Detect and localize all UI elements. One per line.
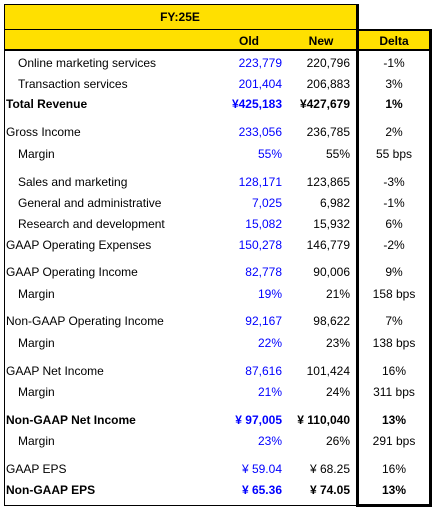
row-label: Online marketing services [18,56,157,70]
delta-box-right [429,30,432,507]
column-header-new: New [308,34,334,48]
delta-box-bottom [356,504,432,507]
old-value: 19% [257,287,282,301]
new-value: 220,796 [306,56,350,70]
new-value: 123,865 [306,175,350,189]
delta-value: -1% [383,56,405,70]
new-value: 101,424 [306,364,350,378]
row-label: Non-GAAP Net Income [6,413,136,427]
delta-value: 7% [385,314,403,328]
table-left-border [4,4,5,506]
row-label: Margin [18,385,55,399]
new-value: 55% [325,147,350,161]
header-divider [4,29,358,30]
delta-value: 13% [381,413,407,427]
old-value: 21% [257,385,282,399]
delta-value: 3% [385,77,403,91]
new-value: 24% [325,385,350,399]
new-value: ¥ 110,040 [297,413,350,427]
new-value: 23% [325,336,350,350]
row-label: Margin [18,434,55,448]
new-value: 6,982 [319,196,350,210]
old-value: 7,025 [251,196,282,210]
row-label: Research and development [18,217,165,231]
table-bottom-border [4,505,432,506]
delta-value: 158 bps [372,287,416,301]
row-label: GAAP Operating Income [6,265,138,279]
row-label: Gross Income [6,125,81,139]
new-value: 146,779 [306,238,350,252]
delta-value: 16% [381,364,407,378]
new-value: 98,622 [313,314,350,328]
old-value: 128,171 [238,175,282,189]
row-label: Margin [18,147,55,161]
header-fill-columns [4,30,432,50]
row-label: Non-GAAP EPS [6,483,96,497]
row-label: General and administrative [18,196,162,210]
new-value: 21% [325,287,350,301]
column-header-delta: Delta [379,34,409,48]
new-value: 15,932 [313,217,350,231]
new-value: 206,883 [306,77,350,91]
delta-value: 55 bps [375,147,413,161]
delta-value: 2% [385,125,403,139]
new-value: 236,785 [306,125,350,139]
old-value: ¥ 59.04 [241,462,282,476]
delta-value: 138 bps [372,336,416,350]
delta-value: 311 bps [373,385,415,399]
row-label: GAAP EPS [6,462,67,476]
delta-value: -3% [383,175,405,189]
delta-value: 1% [385,97,403,111]
delta-box-top [356,29,432,31]
delta-value: -1% [383,196,405,210]
old-value: 87,616 [245,364,282,378]
header-bottom-border [4,49,432,51]
row-label: GAAP Operating Expenses [6,238,152,252]
old-value: 201,404 [238,77,282,91]
new-value: 26% [325,434,350,448]
old-value: 223,779 [238,56,282,70]
new-value: ¥ 74.05 [309,483,350,497]
row-label: Margin [18,336,55,350]
new-value: ¥ 68.25 [309,462,350,476]
delta-value: 13% [381,483,407,497]
delta-value: -2% [383,238,405,252]
header-fill-period [4,4,358,30]
old-value: 82,778 [245,265,282,279]
old-value: ¥425,183 [231,97,282,111]
old-value: 15,082 [245,217,282,231]
row-label: Total Revenue [6,97,88,111]
delta-value: 6% [385,217,403,231]
new-value: ¥427,679 [299,97,350,111]
delta-value: 9% [385,265,403,279]
old-value: 92,167 [245,314,282,328]
old-value: 150,278 [238,238,282,252]
delta-box-left [356,4,359,507]
row-label: GAAP Net Income [6,364,104,378]
row-label: Transaction services [18,77,128,91]
old-value: 55% [257,147,282,161]
delta-value: 291 bps [372,434,416,448]
old-value: 23% [257,434,282,448]
old-value: 233,056 [238,125,282,139]
row-label: Sales and marketing [18,175,128,189]
column-header-old: Old [239,34,259,48]
delta-value: 16% [381,462,407,476]
row-label: Non-GAAP Operating Income [6,314,164,328]
old-value: ¥ 97,005 [235,413,282,427]
row-label: Margin [18,287,55,301]
table-top-border [4,4,358,5]
period-header: FY:25E [160,10,200,24]
old-value: 22% [257,336,282,350]
old-value: ¥ 65.36 [241,483,282,497]
new-value: 90,006 [313,265,350,279]
